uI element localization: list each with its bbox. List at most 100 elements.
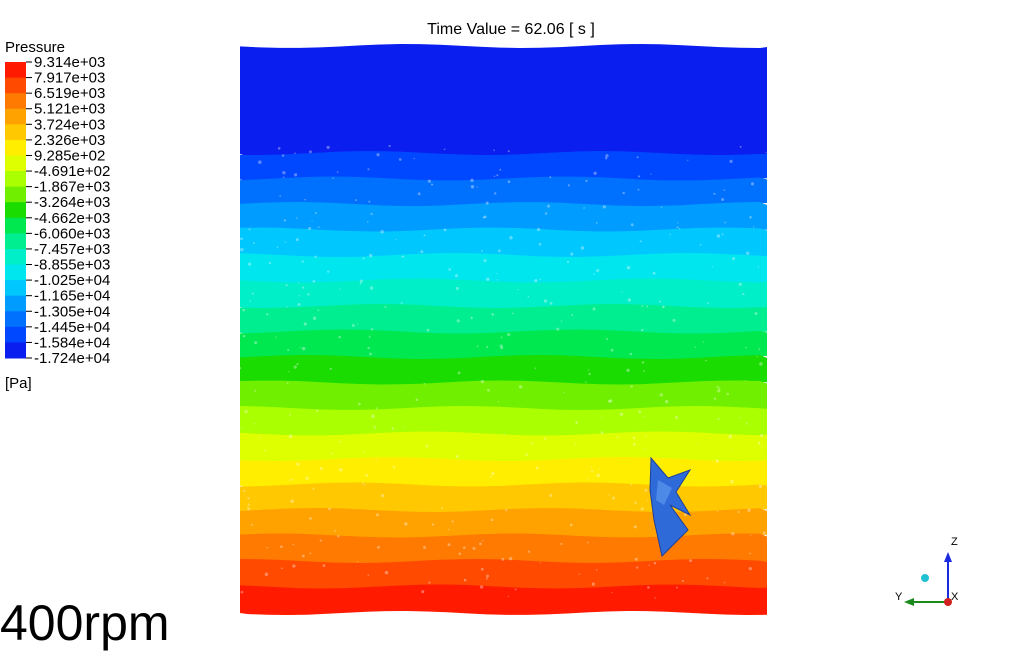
mesh-speckle: [745, 379, 747, 382]
mesh-speckle: [373, 425, 376, 428]
mesh-speckle: [643, 415, 646, 418]
mesh-speckle: [689, 559, 693, 563]
mesh-speckle: [253, 242, 255, 244]
mesh-speckle: [588, 372, 591, 376]
mesh-speckle: [758, 348, 761, 351]
mesh-speckle: [638, 410, 642, 414]
mesh-speckle: [622, 191, 625, 195]
mesh-speckle: [556, 327, 560, 331]
mesh-speckle: [312, 316, 317, 320]
mesh-speckle: [512, 312, 514, 315]
mesh-speckle: [247, 507, 251, 511]
mesh-speckle: [765, 151, 767, 154]
mesh-speckle: [384, 570, 389, 575]
mesh-speckle: [585, 179, 588, 183]
mesh-speckle: [630, 483, 633, 486]
mesh-speckle: [499, 344, 503, 348]
mesh-speckle: [427, 179, 432, 183]
mesh-speckle: [240, 247, 244, 252]
mesh-speckle: [240, 590, 244, 594]
legend-label: -1.867e+03: [34, 179, 110, 196]
mesh-speckle: [717, 389, 721, 393]
mesh-speckle: [509, 235, 513, 240]
mesh-speckle: [647, 586, 650, 589]
rpm-caption: 400rpm: [0, 595, 170, 651]
mesh-speckle: [266, 313, 269, 316]
mesh-speckle: [653, 561, 657, 565]
legend-label: 9.285e+02: [34, 147, 105, 164]
x-label: X: [951, 591, 959, 603]
mesh-speckle: [359, 279, 363, 283]
mesh-speckle: [739, 416, 741, 419]
mesh-speckle: [605, 157, 608, 160]
mesh-speckle: [462, 546, 466, 550]
pressure-band: [240, 151, 767, 182]
mesh-speckle: [496, 272, 498, 275]
legend-unit: [Pa]: [5, 375, 32, 392]
mesh-speckle: [298, 294, 301, 297]
mesh-speckle: [549, 176, 552, 179]
mesh-speckle: [609, 399, 613, 403]
contour-plot: [238, 44, 767, 615]
color-band: [5, 311, 26, 328]
mesh-speckle: [761, 445, 763, 448]
pressure-band: [240, 406, 767, 437]
mesh-speckle: [392, 465, 396, 469]
y-arrow: [904, 598, 914, 606]
mesh-speckle: [395, 239, 397, 241]
mesh-speckle: [676, 226, 679, 229]
mesh-speckle: [376, 545, 380, 549]
mesh-speckle: [544, 437, 547, 440]
mesh-speckle: [336, 171, 339, 173]
mesh-speckle: [288, 413, 291, 416]
mesh-speckle: [248, 228, 251, 231]
mesh-speckle: [423, 234, 426, 237]
mesh-speckle: [721, 198, 725, 201]
mesh-speckle: [238, 367, 242, 370]
mesh-speckle: [370, 212, 373, 216]
mesh-speckle: [254, 341, 258, 345]
mesh-speckle: [302, 286, 305, 289]
mesh-speckle: [507, 150, 510, 153]
mesh-speckle: [485, 201, 489, 205]
mesh-speckle: [716, 510, 719, 512]
mesh-speckle: [669, 233, 671, 236]
mesh-speckle: [486, 574, 490, 578]
mesh-speckle: [645, 434, 647, 437]
mesh-speckle: [443, 228, 447, 232]
mesh-speckle: [402, 425, 404, 428]
mesh-speckle: [602, 205, 606, 209]
mesh-speckle: [391, 427, 394, 430]
mesh-speckle: [611, 496, 615, 500]
mesh-speckle: [368, 335, 371, 338]
mesh-speckle: [583, 207, 585, 209]
mesh-speckle: [726, 392, 729, 396]
mesh-speckle: [279, 195, 281, 197]
mesh-speckle: [584, 381, 587, 383]
mesh-speckle: [640, 507, 644, 511]
mesh-speckle: [426, 328, 430, 332]
legend-label: -1.305e+04: [34, 303, 110, 320]
mesh-speckle: [276, 246, 279, 248]
mesh-speckle: [658, 300, 662, 303]
mesh-speckle: [571, 314, 574, 316]
mesh-speckle: [616, 436, 619, 439]
color-band: [5, 280, 26, 297]
mesh-speckle: [307, 293, 310, 296]
mesh-speckle: [289, 479, 292, 481]
mesh-speckle: [721, 233, 724, 236]
legend-label: 6.519e+03: [34, 85, 105, 102]
mesh-speckle: [507, 595, 510, 598]
mesh-speckle: [716, 234, 721, 238]
mesh-speckle: [423, 382, 426, 385]
mesh-speckle: [683, 513, 687, 517]
mesh-speckle: [507, 180, 511, 184]
mesh-speckle: [547, 204, 550, 208]
mesh-speckle: [676, 586, 678, 589]
mesh-speckle: [752, 226, 755, 228]
mesh-speckle: [608, 494, 611, 496]
mesh-speckle: [514, 588, 517, 591]
mesh-speckle: [371, 414, 375, 419]
mesh-speckle: [401, 255, 405, 258]
mesh-speckle: [258, 436, 260, 439]
